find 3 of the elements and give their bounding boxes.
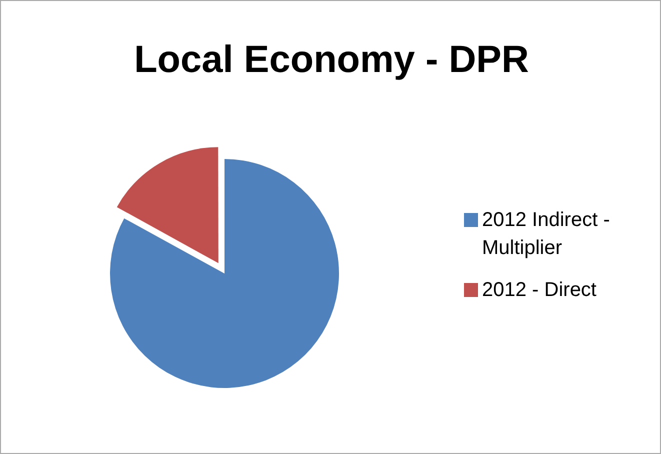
chart-title: Local Economy - DPR <box>133 39 530 82</box>
legend-label: 2012 Indirect - Multiplier <box>482 208 611 261</box>
legend-label: 2012 - Direct <box>482 278 596 303</box>
